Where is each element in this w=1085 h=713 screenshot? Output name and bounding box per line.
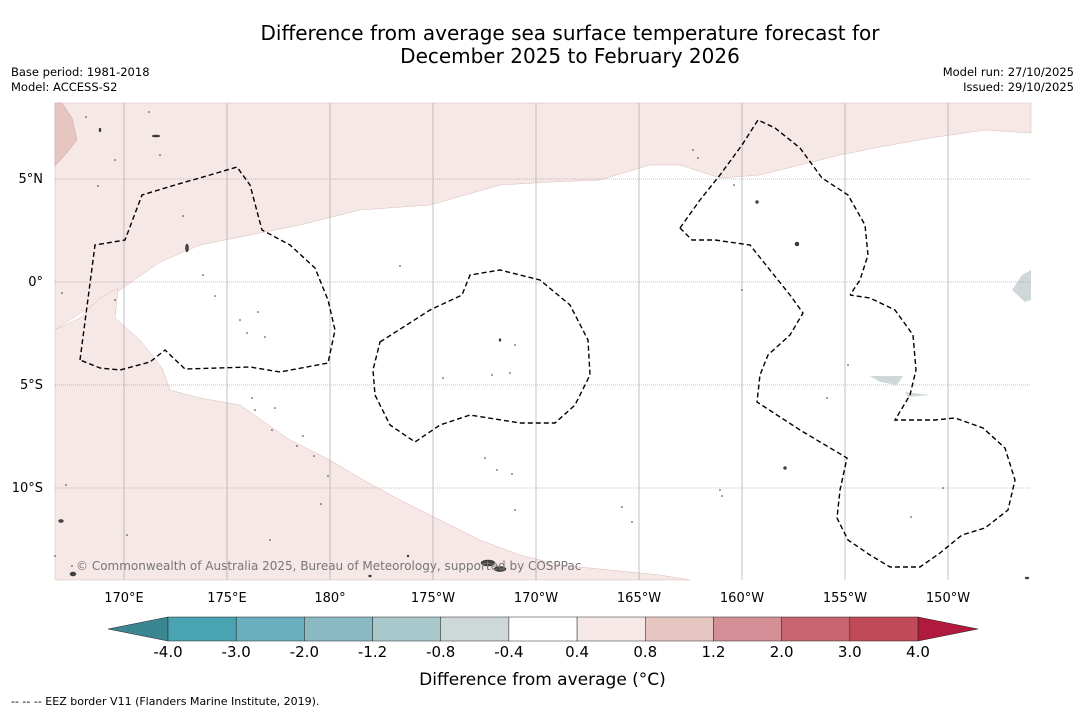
colorbar-extend-low [107,616,169,642]
lon-gridlines [123,103,949,580]
island-samoa-1 [480,559,496,567]
colorbar-segment [372,616,441,642]
cool-anomaly-east-1 [1012,270,1031,302]
colorbar [107,616,979,642]
meta-right: Model run: 27/10/2025 Issued: 29/10/2025 [943,65,1074,95]
lon-label-160w: 160°W [720,591,764,606]
colorbar-tick-label: 0.4 [565,643,589,661]
island-samoa-2 [493,566,507,572]
colorbar-segment [849,616,919,642]
colorbar-segment [645,616,714,642]
meta-left: Base period: 1981-2018 Model: ACCESS-S2 [11,65,150,95]
lon-label-155w: 155°W [823,591,867,606]
colorbar-segment [167,616,237,642]
lat-label-0: 0° [28,275,43,290]
cool-anomaly-east-3 [905,392,930,397]
island-11 [368,574,372,578]
model-run: Model run: 27/10/2025 [942,65,1074,79]
colorbar-tick-label: -1.2 [357,643,388,661]
colorbar-tick-label: 2.0 [769,643,794,661]
island-4 [755,200,759,204]
lon-label-165w: 165°W [617,591,661,606]
island-2 [58,519,64,523]
colorbar-segment [781,616,851,642]
copyright-text: © Commonwealth of Australia 2025, Bureau… [76,559,581,573]
colorbar-tick-label: 0.8 [633,643,658,661]
colorbar-segment [235,616,305,642]
island-8 [98,127,102,133]
colorbar-segment [304,616,373,642]
colorbar-tick-label: -2.0 [289,643,319,661]
cool-anomaly-east-2 [870,376,903,385]
base-period: Base period: 1981-2018 [11,65,150,79]
lon-label-170w: 170°W [514,591,558,606]
eez-footnote: -- -- -- EEZ border V11 (Flanders Marine… [11,695,320,708]
colorbar-tick-label: -0.4 [494,643,524,661]
model-name: Model: ACCESS-S2 [11,80,118,94]
island-9 [498,338,502,342]
issued-date: Issued: 29/10/2025 [963,80,1074,94]
warm-anomaly-north [54,102,1032,331]
island-7 [185,243,189,253]
title-line-2: December 2025 to February 2026 [400,44,740,68]
warm-anomaly-strong [54,102,78,167]
lat-gridlines [55,178,1031,489]
island-5 [794,241,800,247]
colorbar-title: Difference from average (°C) [419,670,666,690]
island-3 [151,134,161,138]
colorbar-tick-label: 1.2 [701,643,726,661]
lat-label-5s: 5°S [20,378,43,393]
eez-borders [79,119,1016,568]
map-title: Difference from average sea surface temp… [0,22,1085,68]
colorbar-tick-label: -3.0 [221,643,251,661]
colorbar-tick-label: 3.0 [837,643,862,661]
colorbar-segment [576,616,646,642]
colorbar-extend-high [917,616,979,642]
colorbar-tick-label: -4.0 [153,643,183,661]
lon-label-175e: 175°E [207,591,247,606]
eez-line-islands-north [679,119,869,296]
colorbar-tick-label: -0.8 [426,643,456,661]
island-dots [54,111,944,567]
island-10 [406,554,410,558]
island-12 [1024,576,1030,580]
lat-label-5n: 5°N [19,172,44,187]
colorbar-segment [508,616,578,642]
colorbar-segment [440,616,510,642]
lon-label-150w: 150°W [926,591,970,606]
eez-kiribati-west [79,166,336,373]
colorbar-segment [713,616,782,642]
lat-label-10s: 10°S [12,481,43,496]
island-1 [69,571,77,577]
eez-line-islands-mid [679,227,1016,568]
island-6 [783,466,787,470]
lon-label-170e: 170°E [104,591,144,606]
lon-label-180: 180° [314,591,345,606]
eez-howland-baker [372,269,591,443]
title-line-1: Difference from average sea surface temp… [260,21,880,45]
colorbar-tick-label: 4.0 [906,643,930,661]
lon-label-175w: 175°W [411,591,455,606]
islands [58,127,1030,580]
warm-anomaly-south [54,287,691,581]
